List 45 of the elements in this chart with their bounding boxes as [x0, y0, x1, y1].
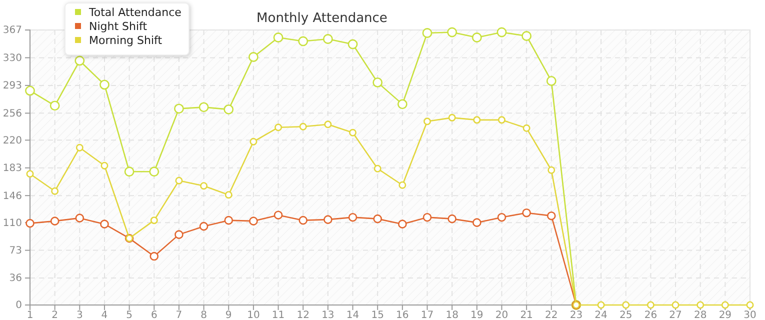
x-tick-label: 12 [296, 310, 310, 320]
x-tick-label: 23 [570, 310, 583, 320]
y-tick-label: 293 [2, 80, 22, 92]
chart-title: Monthly Attendance [256, 11, 388, 26]
x-tick-label: 28 [694, 310, 707, 320]
x-tick-label: 11 [272, 310, 285, 320]
x-tick-label: 26 [644, 310, 658, 320]
x-tick-label: 6 [150, 310, 158, 320]
y-tick-label: 146 [2, 190, 22, 202]
x-tick-label: 16 [396, 310, 409, 320]
x-tick-label: 10 [247, 310, 260, 320]
y-tick-label: 220 [2, 135, 22, 146]
x-tick-label: 7 [176, 310, 182, 320]
x-tick-label: 29 [718, 310, 732, 320]
x-tick-label: 15 [371, 310, 384, 320]
x-tick-label: 22 [545, 310, 558, 320]
x-tick-label: 2 [52, 310, 58, 320]
y-tick-label: 36 [9, 273, 22, 284]
x-tick-label: 30 [744, 310, 756, 320]
y-tick-label: 183 [2, 163, 22, 174]
x-tick-label: 8 [200, 310, 207, 320]
y-tick-label: 110 [2, 218, 22, 229]
x-tick-label: 1 [26, 310, 34, 320]
legend-label: Night Shift [89, 20, 148, 33]
y-tick-label: 0 [16, 300, 22, 312]
legend-label: Morning Shift [89, 34, 163, 47]
y-tick-label: 73 [9, 246, 22, 256]
legend-label: Total Attendance [88, 6, 182, 19]
x-tick-label: 14 [346, 310, 360, 320]
x-tick-label: 19 [470, 310, 484, 320]
x-tick-label: 20 [495, 310, 508, 320]
x-tick-label: 27 [669, 310, 682, 320]
x-tick-label: 24 [594, 310, 608, 320]
x-tick-label: 9 [225, 310, 232, 320]
x-tick-label: 13 [322, 310, 334, 320]
y-tick-label: 367 [2, 25, 22, 36]
x-tick-label: 18 [446, 310, 458, 320]
y-tick-label: 256 [2, 108, 22, 120]
x-tick-label: 5 [126, 310, 132, 320]
x-tick-label: 4 [101, 310, 108, 320]
y-tick-label: 330 [2, 52, 22, 64]
x-tick-label: 25 [619, 310, 632, 320]
x-tick-label: 3 [76, 310, 83, 320]
x-tick-label: 21 [520, 310, 533, 320]
x-tick-label: 17 [420, 310, 434, 320]
